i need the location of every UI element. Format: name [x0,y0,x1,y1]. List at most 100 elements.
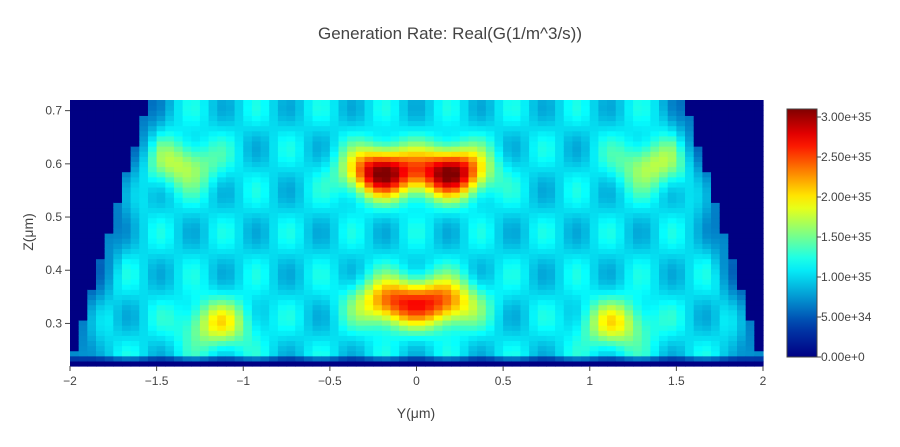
heatmap-cell [191,166,201,173]
heatmap-cell [589,319,600,326]
heatmap-cell [113,120,123,127]
heatmap-cell [598,135,608,142]
heatmap-cell [659,186,669,193]
heatmap-cell [563,166,574,173]
heatmap-cell [286,268,296,275]
heatmap-cell [373,350,383,357]
heatmap-cell [494,222,504,229]
heatmap-cell [70,238,80,244]
heatmap-cell [130,309,140,316]
heatmap-cell [173,330,184,336]
heatmap-cell [459,161,470,168]
heatmap-cell [425,186,435,193]
heatmap-cell [191,171,201,178]
heatmap-cell [676,100,686,106]
heatmap-cell [364,279,374,285]
heatmap-cell [494,171,504,178]
heatmap-cell [147,212,158,219]
heatmap-cell [555,345,565,352]
heatmap-cell [390,335,400,342]
heatmap-cell [104,222,114,229]
heatmap-cell [693,263,703,270]
heatmap-cell [719,304,729,311]
heatmap-cell [173,207,184,214]
heatmap-cell [139,140,149,147]
heatmap-cell [702,120,712,127]
heatmap-cell [503,181,513,188]
heatmap-cell [217,268,227,275]
heatmap-cell [520,248,530,255]
heatmap-cell [754,100,764,106]
heatmap-cell [373,202,383,209]
heatmap-cell [468,263,478,270]
heatmap-cell [425,355,435,362]
heatmap-cell [321,176,331,183]
heatmap-cell [147,115,158,122]
heatmap-cell [70,350,80,357]
heatmap-cell [503,100,513,106]
heatmap-cell [390,207,400,214]
heatmap-cell [295,289,305,295]
heatmap-cell [70,279,80,285]
heatmap-cell [737,263,747,270]
heatmap-cell [711,360,721,367]
heatmap-cell [329,156,340,162]
heatmap-cell [104,319,114,326]
heatmap-cell [563,171,574,178]
heatmap-cell [130,258,140,265]
heatmap-cell [451,294,461,301]
heatmap-cell [156,171,166,178]
heatmap-cell [260,289,270,295]
y-tick-label: 0.5 [45,210,62,224]
heatmap-cell [147,335,158,342]
heatmap-cell [165,161,175,168]
heatmap-cell [485,238,496,244]
heatmap-cell [728,130,738,137]
heatmap-cell [147,181,158,188]
heatmap-cell [269,279,279,285]
heatmap-cell [711,330,721,336]
heatmap-cell [529,268,539,275]
heatmap-cell [286,309,296,316]
heatmap-cell [511,105,522,111]
heatmap-cell [745,120,755,127]
colorbar [786,108,818,358]
heatmap-cell [511,304,522,311]
heatmap-cell [537,263,548,270]
heatmap-cell [78,335,88,342]
heatmap-cell [347,248,357,255]
heatmap-cell [477,171,487,178]
heatmap-cell [459,181,470,188]
heatmap-cell [147,166,158,173]
heatmap-cell [173,263,184,270]
heatmap-cell [87,294,97,301]
heatmap-cell [719,146,729,152]
heatmap-cell [563,263,574,270]
heatmap-cell [199,130,210,137]
heatmap-cell [182,176,192,183]
heatmap-cell [529,355,539,362]
heatmap-cell [598,222,608,229]
heatmap-cell [745,197,755,203]
heatmap-cell [581,135,591,142]
heatmap-cell [520,233,530,239]
heatmap-cell [607,258,617,265]
heatmap-cell [459,355,470,362]
heatmap-cell [165,176,175,183]
heatmap-cell [173,135,184,142]
heatmap-cell [251,151,262,157]
heatmap-cell [425,227,435,234]
heatmap-cell [615,192,625,198]
heatmap-cell [355,233,366,239]
heatmap-cell [147,100,158,106]
heatmap-cell [572,233,582,239]
heatmap-cell [624,314,634,321]
heatmap-cell [381,192,392,198]
heatmap-cell [433,125,444,132]
heatmap-cell [225,110,236,116]
heatmap-cell [381,340,392,347]
heatmap-cell [494,192,504,198]
heatmap-cell [165,166,175,173]
heatmap-cell [277,304,288,311]
heatmap-cell [381,207,392,214]
